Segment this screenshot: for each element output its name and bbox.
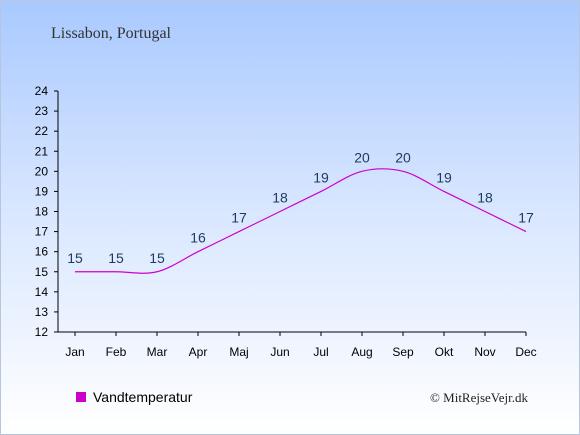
x-tick-label: Feb (106, 345, 127, 359)
data-label: 19 (313, 169, 329, 185)
y-tick-label: 18 (35, 205, 49, 219)
y-tick-label: 12 (35, 325, 49, 339)
x-tick-label: Dec (515, 345, 536, 359)
data-label: 15 (108, 250, 124, 266)
x-tick-label: Aug (351, 345, 372, 359)
credit-text: © MitRejseVejr.dk (430, 390, 528, 405)
data-label: 18 (272, 190, 288, 206)
x-tick-label: Mar (147, 345, 168, 359)
x-tick-label: Maj (229, 345, 248, 359)
y-tick-label: 17 (35, 225, 49, 239)
y-tick-label: 19 (35, 184, 49, 198)
data-label: 15 (149, 250, 165, 266)
series-line-vandtemperatur (74, 168, 527, 274)
series-layer (74, 168, 527, 274)
y-tick-label: 15 (35, 265, 49, 279)
x-tick-label: Sep (392, 345, 414, 359)
y-tick-label: 24 (35, 84, 49, 98)
data-label: 20 (395, 149, 411, 165)
x-tick-label: Okt (435, 345, 454, 359)
y-tick-label: 20 (35, 164, 49, 178)
legend-swatch (76, 392, 86, 402)
x-tick-label: Jan (65, 345, 84, 359)
y-tick-label: 23 (35, 104, 49, 118)
data-label: 17 (231, 210, 247, 226)
x-axis: Jan Feb Mar Apr Maj Jun Jul Aug Sep Okt Nov Dec (58, 331, 537, 359)
x-tick-label: Jul (313, 345, 328, 359)
data-label: 20 (354, 149, 370, 165)
data-label: 19 (436, 169, 452, 185)
x-tick-label: Jun (270, 345, 289, 359)
data-label: 17 (518, 210, 534, 226)
data-label: 16 (190, 230, 206, 246)
legend-label: Vandtemperatur (93, 389, 193, 405)
y-tick-label: 14 (35, 285, 49, 299)
data-labels: 15 15 15 16 17 18 19 20 20 19 18 17 (67, 149, 534, 265)
chart-title: Lissabon, Portugal (51, 25, 172, 42)
y-axis: 12 13 14 15 16 17 18 19 20 21 22 23 24 (35, 84, 59, 339)
y-tick-label: 16 (35, 245, 49, 259)
x-tick-label: Apr (189, 345, 208, 359)
y-tick-label: 21 (35, 144, 49, 158)
y-tick-label: 22 (35, 124, 49, 138)
data-label: 18 (477, 190, 493, 206)
legend: Vandtemperatur (76, 389, 193, 405)
data-label: 15 (67, 250, 83, 266)
y-tick-label: 13 (35, 305, 49, 319)
x-tick-label: Nov (474, 345, 495, 359)
